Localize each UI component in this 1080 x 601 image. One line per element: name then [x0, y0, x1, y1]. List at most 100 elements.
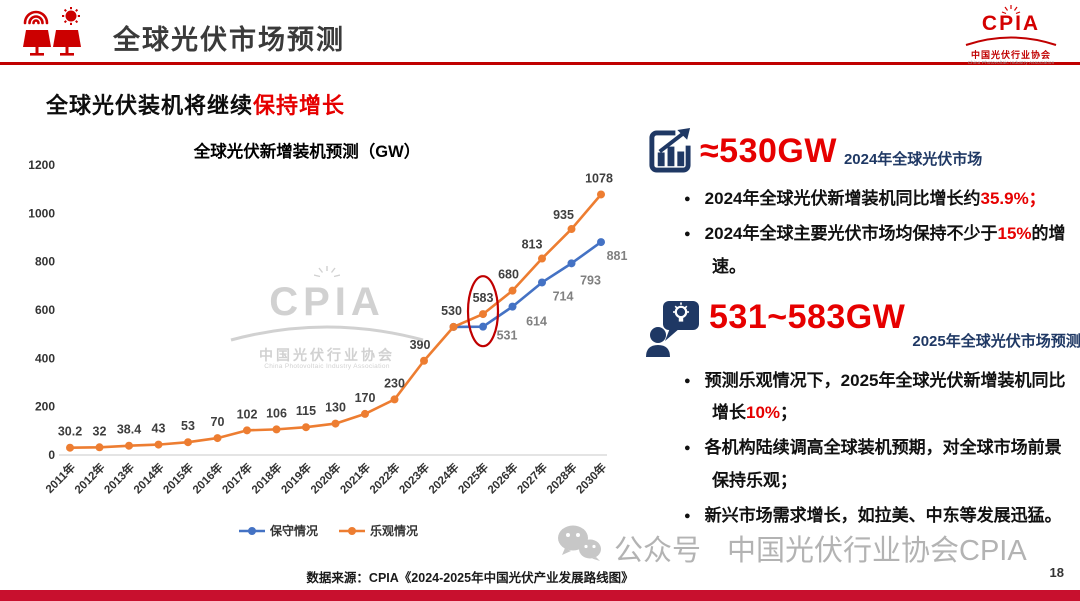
bullet-item: 2024年全球光伏新增装机同比增长约35.9%；: [684, 183, 1078, 215]
logo-en-name: China Photovoltaic Industry Association: [967, 60, 1055, 65]
x-tick: 2023年: [396, 460, 432, 496]
data-point: [66, 443, 74, 452]
y-tick: 200: [35, 400, 55, 414]
pv-forecast-chart: 全球光伏新增装机预测（GW） 0 200 400 600 800 1000 1200 2011年…: [15, 133, 647, 569]
cpia-logo: CPIA 中国光伏行业协会 China Photovoltaic Industr…: [956, 3, 1066, 66]
x-tick: 2014年: [130, 460, 166, 496]
bullet-item: 2024年全球主要光伏市场均保持不少于15%的增速。: [684, 218, 1078, 283]
legend-marker: [248, 527, 256, 535]
bullet-item: 预测乐观情况下，2025年全球光伏新增装机同比增长10%；: [684, 365, 1078, 430]
data-point: [597, 190, 605, 199]
x-tick: 2026年: [484, 460, 520, 496]
headline-value: 531~583GW: [709, 297, 906, 336]
highlight-ellipse: [466, 275, 500, 348]
bar-chart-up-icon: [646, 128, 693, 175]
data-point: [538, 254, 546, 263]
data-label: 935: [553, 208, 574, 222]
data-label: 390: [410, 338, 431, 352]
x-tick: 2021年: [337, 460, 373, 496]
data-label: 881: [607, 249, 628, 263]
insight-section-1: ≈530GW 2024年全球光伏市场 2024年全球光伏新增装机同比增长约35.9%…: [646, 128, 1078, 283]
data-point: [95, 443, 104, 452]
data-label: 43: [152, 422, 166, 436]
data-label: 530: [441, 304, 462, 318]
page-title: 全球光伏市场预测: [113, 25, 345, 55]
x-tick: 2024年: [425, 460, 461, 496]
y-tick: 600: [35, 303, 55, 317]
data-label: 130: [325, 401, 346, 415]
x-tick: 2013年: [101, 460, 137, 496]
data-point: [331, 419, 340, 428]
x-tick: 2027年: [514, 460, 550, 496]
data-label: 614: [526, 315, 547, 329]
x-tick: 2016年: [189, 460, 225, 496]
legend-label: 乐观情况: [370, 523, 418, 538]
data-label: 793: [580, 273, 601, 287]
subtitle-highlight: 保持增长: [253, 93, 346, 118]
data-label: 53: [181, 419, 195, 433]
legend-marker: [348, 527, 356, 535]
section-heading: ≈530GW 2024年全球光伏市场: [646, 128, 1078, 175]
data-point: [597, 238, 605, 247]
data-label: 583: [473, 291, 494, 305]
x-tick: 2015年: [160, 460, 196, 496]
headline-caption: 2025年全球光伏市场预测: [912, 332, 1080, 350]
slide-subtitle: 全球光伏装机将继续保持增长: [46, 93, 346, 118]
x-tick: 2030年: [573, 460, 609, 496]
headline-caption: 2024年全球光伏市场: [843, 151, 983, 168]
solar-panel-icon: [20, 6, 88, 60]
data-label: 102: [237, 407, 258, 421]
bottom-red-bar: [0, 590, 1080, 601]
data-label: 70: [211, 415, 225, 429]
data-point: [508, 286, 517, 295]
data-point: [567, 225, 576, 234]
x-tick: 2019年: [278, 460, 314, 496]
y-tick: 400: [35, 351, 55, 365]
data-point: [184, 438, 192, 447]
y-tick: 800: [35, 255, 55, 269]
data-label: 531: [497, 329, 518, 343]
headline-value: ≈530GW: [700, 131, 837, 170]
data-label: 115: [296, 404, 316, 418]
data-point: [508, 302, 517, 311]
y-tick: 1000: [28, 206, 55, 220]
logo-cn-name: 中国光伏行业协会: [970, 50, 1051, 60]
person-idea-icon: [646, 299, 702, 357]
x-tick: 2022年: [366, 460, 402, 496]
chart-title: 全球光伏新增装机预测（GW）: [193, 141, 420, 161]
x-tick: 2017年: [219, 460, 255, 496]
data-label: 230: [384, 376, 405, 390]
data-label: 170: [355, 391, 376, 405]
insight-section-2: 531~583GW 2025年全球光伏市场预测预测乐观情况下，2025年全球光伏新…: [646, 297, 1080, 532]
logo-brand: CPIA: [981, 12, 1041, 35]
data-label: 32: [93, 424, 107, 438]
bullet-item: 各机构陆续调高全球装机预期，对全球市场前景保持乐观；: [684, 432, 1078, 497]
x-tick: 2018年: [248, 460, 284, 496]
data-point: [479, 322, 487, 331]
data-label: 30.2: [58, 425, 82, 439]
bullet-list: 预测乐观情况下，2025年全球光伏新增装机同比增长10%；各机构陆续调高全球装机…: [646, 365, 1078, 532]
data-label: 714: [553, 289, 574, 303]
bullet-item: 新兴市场需求增长，如拉美、中东等发展迅猛。: [684, 500, 1078, 532]
data-point: [272, 425, 281, 434]
series-line-保守情况: [453, 241, 602, 329]
data-point: [449, 322, 458, 331]
data-point: [125, 441, 133, 450]
x-tick: 2011年: [42, 460, 78, 496]
data-point: [154, 440, 163, 449]
data-label: 813: [522, 238, 543, 252]
data-label: 1078: [585, 171, 613, 185]
data-point: [243, 426, 251, 435]
data-point: [213, 434, 222, 443]
data-point: [567, 259, 576, 268]
sun-icon: [956, 3, 1066, 15]
page-number: 18: [1049, 565, 1064, 580]
data-point: [479, 310, 487, 319]
insights-panel: ≈530GW 2024年全球光伏市场 2024年全球光伏新增装机同比增长约35.9%…: [646, 128, 1080, 548]
data-point: [361, 409, 369, 418]
x-tick: 2020年: [307, 460, 343, 496]
bullet-list: 2024年全球光伏新增装机同比增长约35.9%；2024年全球主要光伏市场均保持…: [646, 183, 1078, 283]
y-tick: 0: [48, 448, 55, 462]
data-label: 106: [266, 406, 287, 420]
